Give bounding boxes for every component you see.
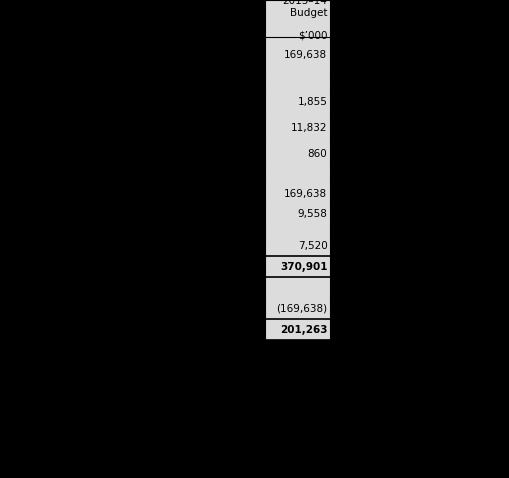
- Bar: [264, 204, 329, 225]
- Bar: [264, 277, 329, 298]
- Text: 201,263: 201,263: [279, 325, 327, 335]
- Text: 1,855: 1,855: [297, 97, 327, 107]
- Bar: [264, 37, 329, 73]
- Text: 2013–14
Budget

$’000: 2013–14 Budget $’000: [282, 0, 327, 41]
- Bar: [264, 183, 329, 204]
- Bar: [264, 73, 329, 89]
- Bar: [264, 0, 329, 37]
- Bar: [264, 89, 329, 115]
- Text: 169,638: 169,638: [284, 50, 327, 60]
- Text: 169,638: 169,638: [284, 188, 327, 198]
- Bar: [264, 115, 329, 141]
- Text: (169,638): (169,638): [276, 304, 327, 314]
- Text: 11,832: 11,832: [290, 123, 327, 133]
- Bar: [264, 298, 329, 319]
- Bar: [264, 319, 329, 340]
- Bar: [264, 225, 329, 235]
- Text: 860: 860: [307, 149, 327, 159]
- Bar: [264, 141, 329, 167]
- Bar: [264, 235, 329, 256]
- Text: 370,901: 370,901: [279, 262, 327, 272]
- Text: 7,520: 7,520: [297, 241, 327, 251]
- Text: 9,558: 9,558: [297, 209, 327, 219]
- Bar: [264, 167, 329, 183]
- Bar: [264, 256, 329, 277]
